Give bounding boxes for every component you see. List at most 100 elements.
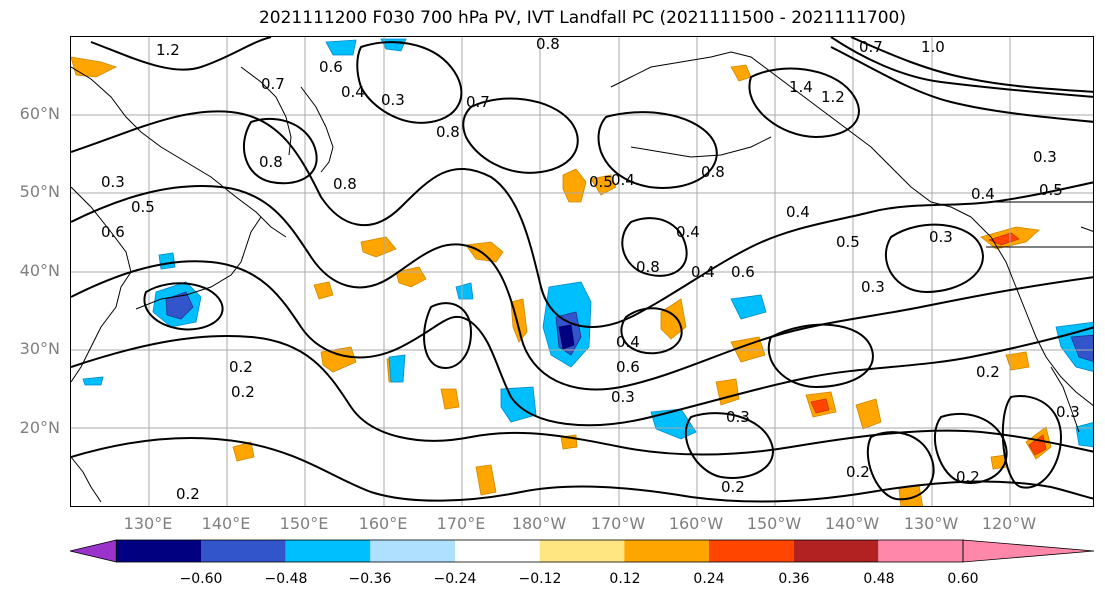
colorbar [69, 539, 1095, 563]
contour-label: 0.2 [229, 358, 253, 376]
colorbar-tick: −0.36 [348, 571, 392, 587]
colorbar-cell [116, 540, 201, 562]
anomaly-patch [380, 38, 407, 52]
contour [462, 97, 579, 174]
contour-label: 0.3 [861, 278, 885, 296]
us-border [986, 201, 1093, 248]
okhotsk-coastline [240, 66, 292, 156]
contour-label: 0.4 [616, 333, 640, 351]
contour-label: 0.4 [691, 263, 715, 281]
colorbar-cell [624, 540, 709, 562]
contour-label: 0.4 [676, 223, 700, 241]
contour-label: 0.4 [786, 203, 810, 221]
anomaly-patch [898, 484, 924, 506]
positive-anomaly-fills [71, 56, 1052, 506]
contour-label: 0.8 [436, 123, 460, 141]
contour-label: 0.5 [589, 173, 613, 191]
philippines-coastline [71, 456, 102, 503]
contour [830, 37, 1093, 98]
contour-label: 0.2 [231, 383, 255, 401]
lon-label: 160°W [668, 514, 724, 533]
contour [71, 436, 1093, 503]
contour [866, 431, 935, 501]
map-panel: 1.2 0.7 0.6 0.4 0.3 0.8 0.7 0.8 0.8 0.8 … [70, 36, 1094, 507]
contour-label: 0.2 [846, 463, 870, 481]
contour-label: 0.2 [976, 363, 1000, 381]
contour-label: 1.4 [789, 78, 813, 96]
contour [71, 260, 1093, 427]
anomaly-patch [987, 232, 1020, 246]
contour-label: 0.8 [701, 163, 725, 181]
anomaly-patch [158, 252, 176, 270]
anomaly-patch [71, 56, 118, 78]
contour [71, 185, 1093, 391]
contour-label: 0.7 [466, 93, 490, 111]
colorbar-tick: 0.24 [693, 571, 725, 587]
contour [850, 37, 1093, 93]
anomaly-patch [855, 398, 882, 430]
anomaly-patch [715, 378, 740, 406]
contour-label: 0.3 [611, 388, 635, 406]
anomaly-patch [650, 408, 697, 440]
colorbar-cell [793, 540, 879, 562]
contour [90, 37, 272, 71]
colorbar-cell [201, 540, 286, 562]
asia-coastline [71, 66, 287, 238]
contour [933, 412, 1008, 484]
anomaly-patch [1005, 351, 1030, 371]
anomaly-patch [1075, 422, 1093, 448]
contour-label: 0.6 [731, 263, 755, 281]
contour-label: 0.3 [1056, 403, 1080, 421]
contour [885, 223, 984, 294]
contour [684, 412, 774, 479]
contour [620, 307, 683, 355]
contour-label: 0.7 [859, 38, 883, 56]
lon-label: 130°E [123, 514, 173, 533]
lon-label: 170°W [590, 514, 646, 533]
anomaly-patch [475, 464, 497, 496]
lat-label: 40°N [19, 261, 60, 280]
anomaly-patch [325, 39, 357, 56]
colorbar-cell [285, 540, 371, 562]
colorbar-tick: 0.36 [778, 571, 810, 587]
anomaly-patch [562, 168, 587, 203]
anomaly-patch [440, 388, 460, 410]
contour-label: 0.3 [101, 173, 125, 191]
coastlines [71, 51, 1093, 503]
alaska-coastline [610, 51, 972, 218]
baja-coastline [1050, 366, 1080, 433]
map-title: 2021111200 F030 700 hPa PV, IVT Landfall… [258, 8, 906, 28]
contour-label: 0.7 [261, 75, 285, 93]
colorbar-tick: −0.60 [179, 571, 223, 587]
graticule [71, 37, 1093, 506]
contour-label: 0.6 [319, 58, 343, 76]
colorbar-cell [455, 540, 540, 562]
contour-label: 0.2 [176, 485, 200, 503]
lat-label: 50°N [19, 182, 60, 201]
contour-label: 0.2 [956, 468, 980, 486]
contour [71, 335, 1093, 456]
contour-label: 0.8 [636, 258, 660, 276]
anomaly-patch [730, 64, 752, 82]
colorbar-extend-min [69, 539, 117, 563]
aleutian-coastline [630, 136, 772, 158]
lon-label: 120°W [981, 514, 1037, 533]
contour [1001, 395, 1063, 489]
contour-label: 0.5 [836, 233, 860, 251]
anomaly-patch [510, 298, 528, 343]
contour [242, 117, 318, 185]
lon-label: 140°W [824, 514, 880, 533]
anomaly-patch [558, 324, 575, 350]
anomaly-patch [455, 282, 474, 300]
contour [830, 46, 1093, 123]
contour-label: 0.3 [381, 91, 405, 109]
anomaly-patch [360, 236, 397, 258]
colorbar-cell [878, 540, 963, 562]
anomaly-patch [320, 346, 357, 373]
contour-labels: 1.2 0.7 0.6 0.4 0.3 0.8 0.7 0.8 0.8 0.8 … [101, 37, 1080, 503]
lon-label: 180°W [511, 514, 567, 533]
anomaly-patch [388, 354, 406, 383]
lon-label: 150°W [746, 514, 802, 533]
contour-label: 0.3 [929, 228, 953, 246]
anomaly-patch [810, 398, 830, 414]
